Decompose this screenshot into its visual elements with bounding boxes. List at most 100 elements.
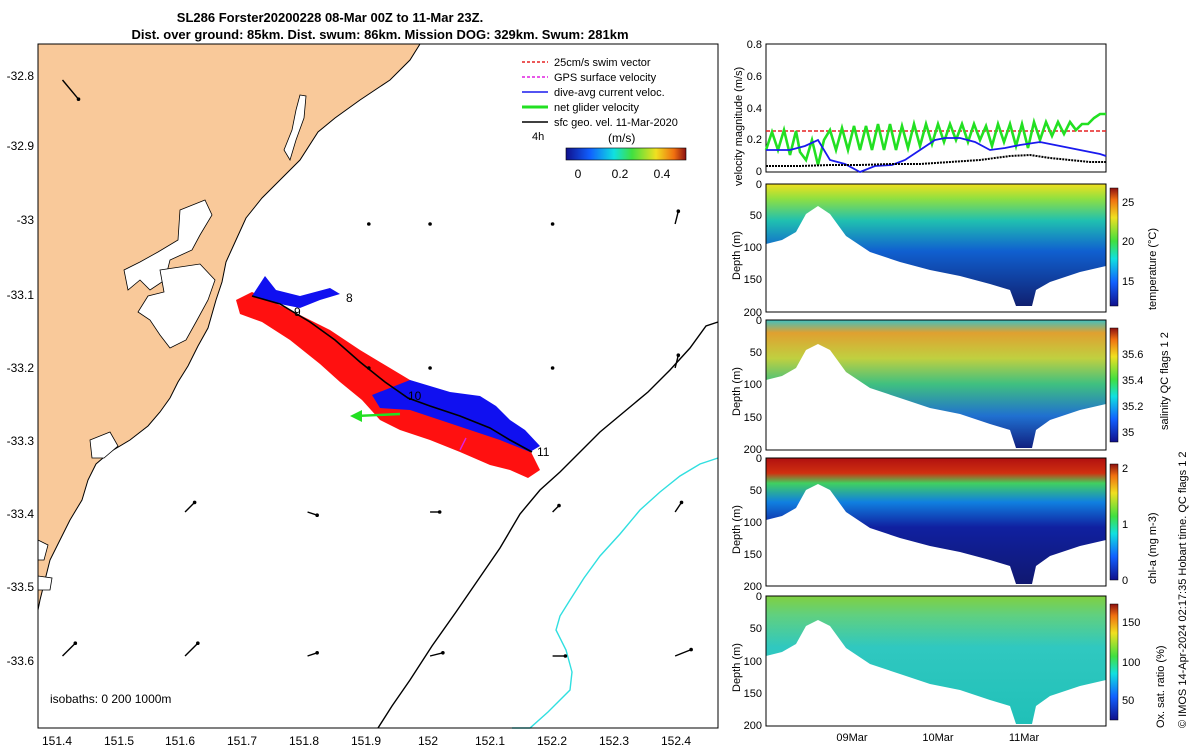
geo-vector-head <box>689 647 693 652</box>
colorbar-units: (m/s) <box>608 131 635 145</box>
chla-section <box>766 458 1106 584</box>
depth-tick: 150 <box>744 688 762 700</box>
day-marker: 10 <box>408 389 422 403</box>
depth-tick: 50 <box>750 485 762 497</box>
map-ytick: -33.1 <box>7 288 35 302</box>
velocity-ylabel: velocity magnitude (m/s) <box>733 67 745 186</box>
cb-tick: 150 <box>1122 617 1140 629</box>
cb-tick: 0 <box>1122 575 1128 587</box>
day-marker: 8 <box>346 291 353 305</box>
velocity-ytick: 0.8 <box>747 39 762 51</box>
map-xtick: 151.6 <box>165 734 195 748</box>
map-xtick: 152.2 <box>537 734 567 748</box>
day-marker: 9 <box>294 305 301 319</box>
depth-tick: 150 <box>744 549 762 561</box>
map-ytick: -33.5 <box>7 580 35 594</box>
date-tick: 11Mar <box>1009 732 1040 744</box>
colorbar-tick: 0 <box>575 167 582 181</box>
cb-tick: 25 <box>1122 197 1134 209</box>
cb-tick: 35.6 <box>1122 349 1143 361</box>
temperature-panel <box>765 183 1119 313</box>
colorbar-tick: 0.4 <box>654 167 671 181</box>
depth-tick: 0 <box>756 591 762 603</box>
geo-vector-head <box>196 641 200 645</box>
depth-tick: 100 <box>744 517 762 529</box>
depth-tick: 200 <box>744 720 762 732</box>
depth-tick: 100 <box>744 379 762 391</box>
geo-vector-arrow <box>674 648 692 657</box>
velocity-panel: 0 0.2 0.4 0.6 0.8 velocity magnitude (m/… <box>733 39 1107 186</box>
depth-tick: 50 <box>750 210 762 222</box>
current-cloud <box>252 276 340 308</box>
net-velocity-line <box>764 112 1106 166</box>
cb-label: chl-a (mg m-3) <box>1147 512 1159 584</box>
speed-colorbar <box>565 147 687 161</box>
geo-vector-arrow <box>61 79 80 100</box>
map-xtick: 151.7 <box>227 734 257 748</box>
lake <box>123 199 213 291</box>
title-line-2: Dist. over ground: 85km. Dist. swum: 86k… <box>131 27 628 42</box>
geo-velocity-line <box>766 153 1106 167</box>
legend-label: sfc geo. vel. 11-Mar-2020 <box>554 117 678 129</box>
map-ytick: -33.2 <box>7 361 35 375</box>
isobath-1000m <box>377 321 719 729</box>
depth-tick: 100 <box>744 656 762 668</box>
salinity-panel <box>765 319 1119 451</box>
oxygen-section <box>766 596 1106 724</box>
geo-vector-arrow <box>184 501 196 513</box>
legend-4h: 4h <box>532 131 544 143</box>
credit-note: © IMOS 14-Apr-2024 02:17:35 Hobart time.… <box>1177 451 1189 728</box>
map-ytick: -33.6 <box>7 654 35 668</box>
lake <box>283 94 307 161</box>
cb-tick: 15 <box>1122 276 1134 288</box>
map-ytick: -33.3 <box>7 434 35 448</box>
cb-tick: 35.4 <box>1122 375 1143 387</box>
geo-vector-head <box>563 654 568 658</box>
geo-vector-head <box>192 500 197 505</box>
cb-tick: 2 <box>1122 463 1128 475</box>
depth-tick: 0 <box>756 315 762 327</box>
oxygen-colorbar <box>1109 603 1119 721</box>
depth-tick: 200 <box>744 444 762 456</box>
velocity-ytick: 0.6 <box>747 71 762 83</box>
map-ytick: -32.9 <box>7 139 35 153</box>
gps-arrow <box>459 437 467 451</box>
geo-vector-head <box>550 366 555 370</box>
map-xtick: 151.8 <box>289 734 319 748</box>
geo-vector-head <box>367 366 371 370</box>
isobath-200m <box>512 457 719 729</box>
depth-tick: 150 <box>744 274 762 286</box>
velocity-ytick: 0.4 <box>747 103 762 115</box>
day-marker: 11 <box>537 445 550 459</box>
cb-tick: 1 <box>1122 519 1128 531</box>
velocity-ytick: 0.2 <box>747 134 762 146</box>
map-ytick: -33.4 <box>7 507 35 521</box>
salinity-colorbar <box>1109 327 1119 443</box>
net-velocity-arrow <box>355 412 401 418</box>
oxygen-panel <box>765 595 1119 727</box>
date-tick: 09Mar <box>836 732 868 744</box>
depth-tick: 50 <box>750 347 762 359</box>
geo-vector-head <box>315 513 319 517</box>
depth-tick: 150 <box>744 412 762 424</box>
cb-tick: 20 <box>1122 236 1134 248</box>
geo-vector-head <box>676 209 681 213</box>
legend-label: 25cm/s swim vector <box>554 57 651 69</box>
geo-vector-arrow <box>674 355 679 369</box>
geo-vector-arrow <box>184 642 199 657</box>
map-yticks: -32.8 -32.9 -33 -33.1 -33.2 -33.3 -33.4 … <box>7 69 35 668</box>
geo-vector-arrow <box>62 642 76 657</box>
geo-vector-head <box>428 222 432 226</box>
geo-vector-head <box>428 366 432 370</box>
salinity-qc-label: salinity QC flags 1 2 <box>1159 332 1171 430</box>
cb-label: Ox. sat. ratio (%) <box>1155 645 1167 728</box>
geo-vector-head <box>441 651 445 655</box>
geo-vector-arrow <box>429 652 444 657</box>
map-xtick: 152 <box>418 734 438 748</box>
legend-label: GPS surface velocity <box>554 72 657 84</box>
map-ytick: -33 <box>17 213 35 227</box>
cb-tick: 35.2 <box>1122 401 1143 413</box>
lake <box>137 263 216 349</box>
cb-tick: 50 <box>1122 695 1134 707</box>
colorbar-labels: 25 20 15 temperature (°C) 35.6 35.4 35.2… <box>1122 197 1167 728</box>
